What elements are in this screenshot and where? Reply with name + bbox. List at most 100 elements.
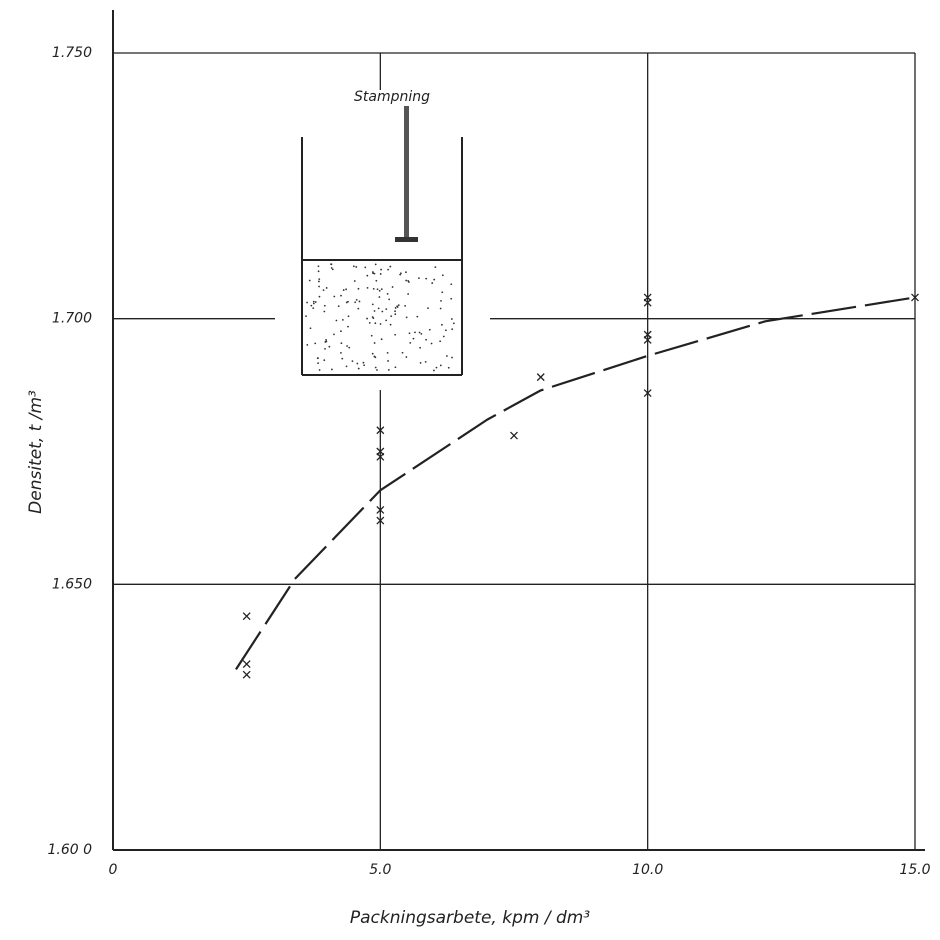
soil-dot	[418, 277, 420, 280]
soil-dot	[372, 272, 374, 275]
soil-dot	[337, 305, 340, 308]
soil-dot	[322, 289, 325, 292]
soil-dot	[310, 304, 313, 307]
soil-dot	[328, 345, 331, 348]
soil-dot	[366, 286, 369, 289]
soil-dot	[452, 322, 455, 325]
soil-dot	[323, 304, 326, 307]
soil-dot	[441, 291, 444, 294]
soil-dot	[371, 352, 374, 355]
soil-dot	[419, 346, 421, 349]
rammer-foot	[395, 237, 418, 242]
soil-dot	[314, 301, 317, 303]
soil-dot	[318, 280, 320, 283]
soil-dot	[439, 307, 442, 310]
soil-dot	[371, 316, 374, 318]
fit-curve	[235, 296, 916, 670]
soil-dot	[401, 351, 404, 354]
soil-dot	[394, 313, 397, 316]
soil-dot	[318, 295, 321, 298]
soil-dot	[333, 295, 336, 298]
soil-dot	[394, 366, 397, 369]
soil-dots	[305, 263, 455, 372]
soil-dot	[387, 268, 390, 271]
data-point	[510, 431, 518, 440]
soil-dot	[378, 289, 381, 292]
soil-dot	[377, 307, 380, 310]
soil-dot	[375, 279, 378, 282]
soil-dot	[325, 287, 328, 289]
soil-dot	[323, 359, 326, 362]
soil-dot	[397, 304, 400, 307]
x-tick-label: 15.0	[899, 862, 930, 878]
soil-dot	[434, 266, 437, 268]
data-point	[376, 516, 385, 525]
soil-dot	[373, 355, 376, 358]
soil-dot	[317, 270, 320, 273]
data-point	[242, 670, 251, 679]
soil-dot	[396, 305, 398, 308]
soil-dot	[374, 263, 377, 266]
soil-dot	[450, 283, 453, 286]
soil-dot	[404, 304, 407, 307]
soil-dot	[333, 333, 335, 336]
soil-dot	[358, 300, 361, 303]
soil-dot	[425, 338, 428, 341]
soil-dot	[357, 367, 360, 370]
soil-dot	[312, 300, 315, 303]
soil-dot	[385, 308, 388, 311]
soil-dot	[451, 356, 453, 359]
soil-dot	[330, 267, 333, 269]
soil-dot	[425, 277, 428, 280]
soil-dot	[385, 319, 388, 322]
soil-dot	[444, 329, 447, 332]
soil-dot	[366, 274, 369, 277]
data-point	[376, 505, 385, 514]
soil-dot	[354, 301, 357, 304]
soil-dot	[340, 351, 342, 354]
soil-dot	[346, 345, 348, 347]
soil-dot	[445, 355, 448, 357]
soil-dot	[440, 299, 442, 302]
soil-dot	[308, 279, 311, 282]
soil-dot	[363, 364, 366, 367]
soil-dot	[312, 302, 315, 305]
soil-dot	[330, 368, 333, 371]
soil-dot	[439, 340, 442, 343]
soil-dot	[317, 265, 320, 268]
soil-dot	[379, 323, 382, 325]
x-axis-label: Packningsarbete, kpm / dm³	[350, 908, 590, 928]
soil-dot	[340, 330, 342, 333]
soil-dot	[389, 323, 392, 326]
soil-dot	[362, 361, 365, 364]
soil-dot	[407, 281, 410, 283]
soil-dot	[405, 279, 408, 282]
y-tick-label: 1.650	[52, 576, 92, 592]
soil-dot	[380, 288, 383, 291]
soil-dot	[416, 315, 419, 318]
data-point	[242, 660, 251, 668]
soil-dot	[380, 338, 383, 341]
soil-dot	[424, 360, 427, 363]
y-tick-label: 1.60 0	[47, 842, 92, 858]
y-tick-label: 1.750	[52, 45, 92, 61]
soil-dot	[412, 337, 415, 340]
soil-dot	[366, 317, 369, 320]
soil-dot	[381, 310, 384, 313]
soil-dot	[340, 294, 342, 297]
soil-dot	[431, 282, 434, 284]
soil-dot	[348, 346, 351, 349]
soil-dot	[394, 333, 397, 336]
soil-dot	[323, 310, 326, 313]
data-point	[643, 298, 652, 307]
y-tick-label: 1.700	[52, 311, 92, 327]
soil-dot	[364, 266, 367, 269]
soil-dot	[405, 271, 407, 274]
soil-dot	[391, 286, 394, 288]
soil-dot	[318, 369, 321, 371]
soil-dot	[374, 366, 377, 369]
soil-dot	[374, 322, 377, 325]
soil-dot	[447, 366, 450, 369]
soil-dot	[386, 351, 389, 354]
